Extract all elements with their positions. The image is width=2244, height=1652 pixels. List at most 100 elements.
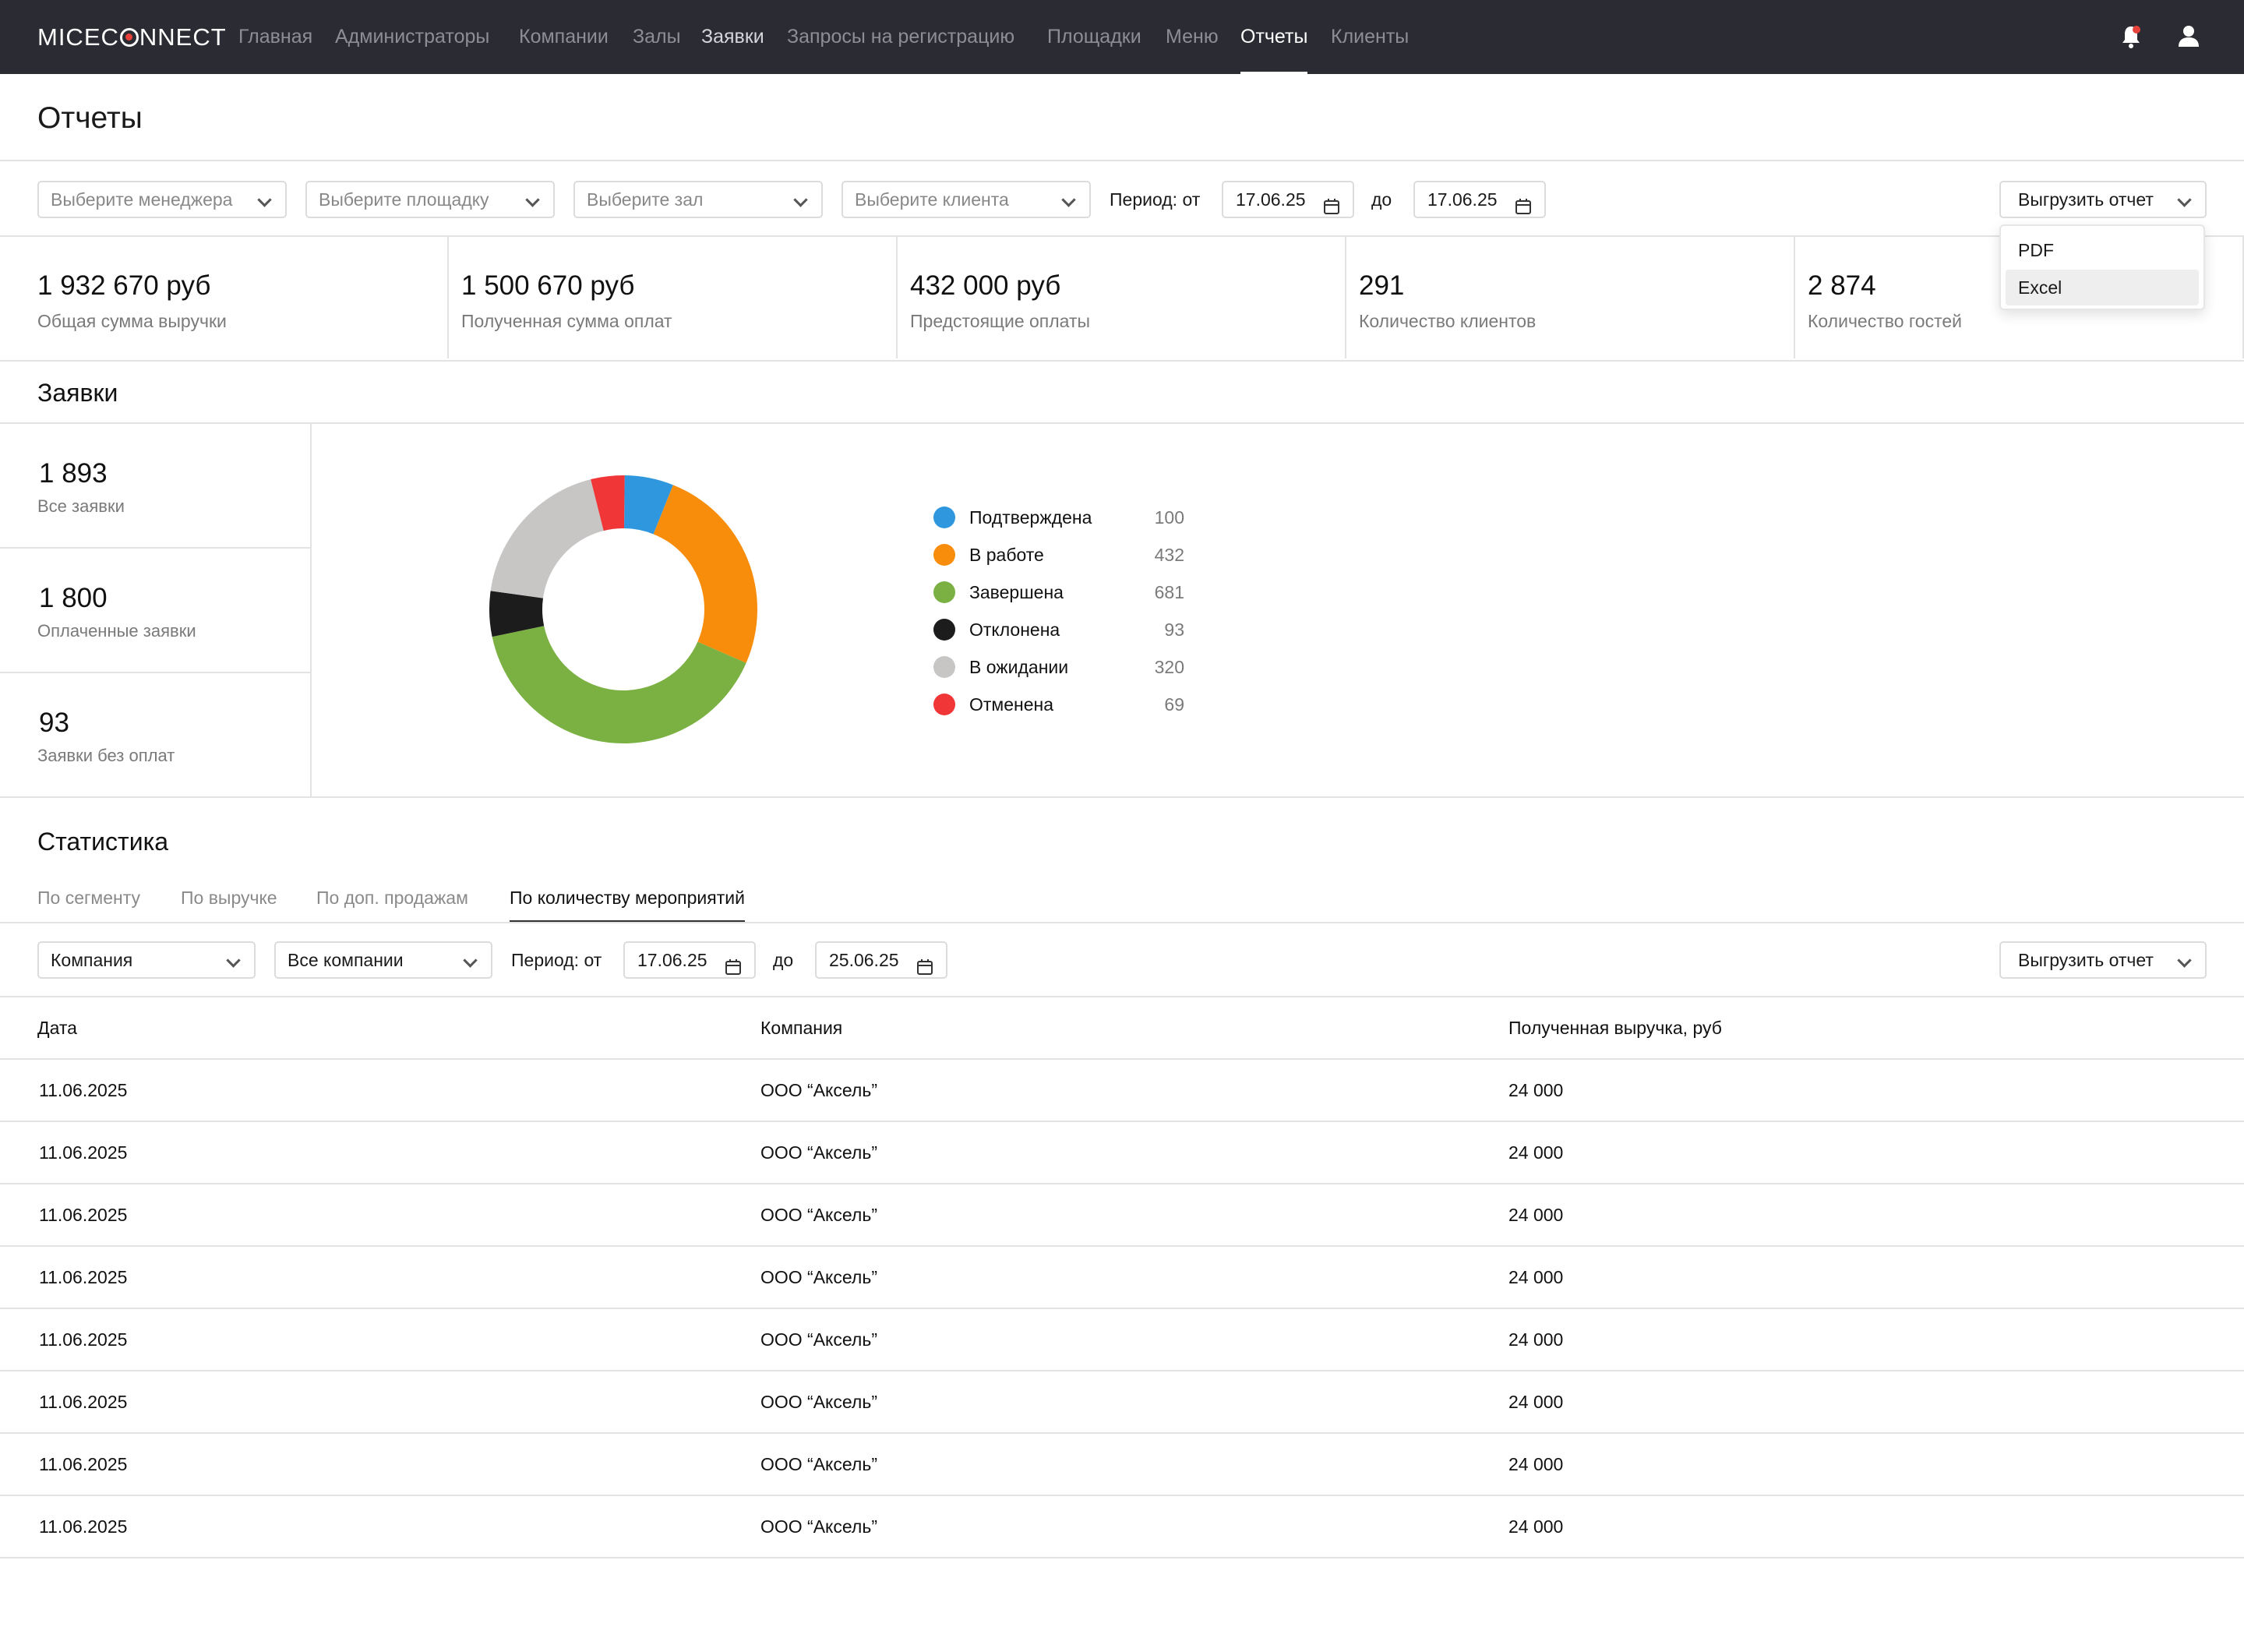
client-select[interactable]: Выберите клиента	[842, 181, 1091, 218]
table-row[interactable]: 11.06.2025 ООО “Аксель” 24 000	[0, 1122, 2244, 1184]
table-header-date[interactable]: Дата	[37, 1018, 77, 1038]
calendar-icon[interactable]	[725, 952, 742, 987]
legend-value: 93	[1164, 620, 1184, 640]
hall-select[interactable]: Выберите зал	[573, 181, 823, 218]
table-row[interactable]: 11.06.2025 ООО “Аксель” 24 000	[0, 1434, 2244, 1496]
calendar-icon[interactable]	[1323, 192, 1340, 226]
user-icon[interactable]	[2177, 23, 2200, 54]
legend-item[interactable]: Отклонена 93	[933, 611, 1184, 648]
nav-item-venues[interactable]: Площадки	[1047, 26, 1141, 48]
tab-by-revenue[interactable]: По выручке	[181, 888, 277, 908]
kpi-value: 291	[1359, 270, 1405, 301]
company-select[interactable]: Все компании	[274, 941, 492, 979]
table-cell-date: 11.06.2025	[39, 1205, 128, 1225]
group-by-select[interactable]: Компания	[37, 941, 256, 979]
kpi-value: 2 874	[1808, 270, 1876, 301]
nav-item-halls[interactable]: Залы	[633, 26, 681, 48]
tab-by-segment[interactable]: По сегменту	[37, 888, 140, 908]
chevron-down-icon	[1061, 192, 1076, 207]
legend-color-dot	[933, 581, 955, 603]
period-from-label: Период: от	[1110, 189, 1201, 210]
chevron-down-icon	[2177, 953, 2192, 968]
date-to-input[interactable]: 17.06.25	[1413, 181, 1546, 218]
table-row[interactable]: 11.06.2025 ООО “Аксель” 24 000	[0, 1184, 2244, 1247]
divider	[0, 1058, 2244, 1060]
top-navigation-bar: MICEC NNECT Главная Администраторы Компан…	[0, 0, 2244, 74]
legend-item[interactable]: Отменена 69	[933, 686, 1184, 723]
nav-item-home[interactable]: Главная	[238, 26, 313, 48]
export-option-excel[interactable]: Excel	[2006, 270, 2199, 305]
table-cell-date: 11.06.2025	[39, 1516, 128, 1537]
tab-by-events-count[interactable]: По количеству мероприятий	[510, 881, 745, 923]
donut-slice-0[interactable]	[624, 475, 673, 535]
table-cell-company: ООО “Аксель”	[760, 1142, 877, 1163]
requests-card-label: Все заявки	[37, 496, 125, 516]
stats-export-report-label: Выгрузить отчет	[2018, 950, 2154, 970]
export-option-pdf[interactable]: PDF	[2018, 240, 2054, 260]
legend-color-dot	[933, 619, 955, 641]
table-cell-revenue: 24 000	[1508, 1454, 1564, 1474]
nav-item-registration-requests[interactable]: Запросы на регистрацию	[787, 26, 1015, 48]
legend-item[interactable]: В ожидании 320	[933, 648, 1184, 686]
table-row[interactable]: 11.06.2025 ООО “Аксель” 24 000	[0, 1060, 2244, 1122]
chevron-down-icon	[793, 192, 808, 207]
nav-item-menu[interactable]: Меню	[1166, 26, 1219, 48]
venue-select[interactable]: Выберите площадку	[305, 181, 555, 218]
table-cell-company: ООО “Аксель”	[760, 1392, 877, 1412]
calendar-icon[interactable]	[916, 952, 933, 987]
donut-slice-1[interactable]	[653, 485, 757, 663]
table-cell-revenue: 24 000	[1508, 1267, 1564, 1287]
chevron-down-icon	[226, 953, 241, 968]
legend-value: 100	[1154, 507, 1184, 528]
legend-item[interactable]: Завершена 681	[933, 574, 1184, 611]
stats-export-report-button[interactable]: Выгрузить отчет	[1999, 941, 2207, 979]
kpi-label: Количество гостей	[1808, 311, 1962, 331]
legend-label: В работе	[969, 545, 1044, 565]
tab-by-extra-sales[interactable]: По доп. продажам	[316, 888, 468, 908]
donut-slice-2[interactable]	[492, 626, 746, 743]
legend-item[interactable]: Подтверждена 100	[933, 499, 1184, 536]
table-header-revenue[interactable]: Полученная выручка, руб	[1508, 1018, 1722, 1038]
logo[interactable]: MICEC NNECT	[37, 22, 227, 53]
stats-period-to-label: до	[773, 950, 794, 970]
nav-item-reports[interactable]: Отчеты	[1240, 0, 1308, 74]
table-header-company[interactable]: Компания	[760, 1018, 843, 1038]
export-report-button[interactable]: Выгрузить отчет	[1999, 181, 2207, 218]
calendar-icon[interactable]	[1515, 192, 1532, 226]
kpi-guests-count: 2 874 Количество гостей	[1795, 237, 2244, 358]
nav-item-administrators[interactable]: Администраторы	[335, 26, 490, 48]
kpi-label: Полученная сумма оплат	[461, 311, 672, 331]
table-row[interactable]: 11.06.2025 ООО “Аксель” 24 000	[0, 1309, 2244, 1371]
table-cell-revenue: 24 000	[1508, 1142, 1564, 1163]
table-cell-date: 11.06.2025	[39, 1454, 128, 1474]
bell-icon[interactable]	[2121, 23, 2141, 54]
nav-item-clients[interactable]: Клиенты	[1331, 26, 1410, 48]
manager-select[interactable]: Выберите менеджера	[37, 181, 287, 218]
legend-item[interactable]: В работе 432	[933, 536, 1184, 574]
statistics-section-title: Статистика	[37, 828, 169, 856]
divider	[0, 422, 2244, 424]
kpi-total-revenue: 1 932 670 руб Общая сумма выручки	[0, 237, 449, 358]
nav-item-requests[interactable]: Заявки	[701, 26, 764, 48]
kpi-label: Предстоящие оплаты	[910, 311, 1091, 331]
donut-slice-5[interactable]	[591, 475, 625, 531]
requests-card-unpaid: 93 Заявки без оплат	[0, 673, 310, 798]
legend-label: Подтверждена	[969, 507, 1092, 528]
table-cell-company: ООО “Аксель”	[760, 1329, 877, 1350]
legend-color-dot	[933, 544, 955, 566]
kpi-value: 432 000 руб	[910, 270, 1061, 301]
requests-card-value: 93	[39, 708, 69, 738]
date-from-input[interactable]: 17.06.25	[1222, 181, 1354, 218]
table-row[interactable]: 11.06.2025 ООО “Аксель” 24 000	[0, 1496, 2244, 1558]
table-row[interactable]: 11.06.2025 ООО “Аксель” 24 000	[0, 1371, 2244, 1434]
table-row[interactable]: 11.06.2025 ООО “Аксель” 24 000	[0, 1247, 2244, 1309]
stats-date-to-input[interactable]: 25.06.25	[815, 941, 947, 979]
stats-date-from-input[interactable]: 17.06.25	[623, 941, 756, 979]
table-cell-revenue: 24 000	[1508, 1205, 1564, 1225]
requests-card-label: Заявки без оплат	[37, 746, 175, 765]
chevron-down-icon	[2177, 192, 2192, 207]
donut-slice-3[interactable]	[489, 591, 545, 637]
nav-item-companies[interactable]: Компании	[519, 26, 609, 48]
donut-slice-4[interactable]	[490, 479, 604, 598]
legend-label: Отклонена	[969, 620, 1060, 640]
